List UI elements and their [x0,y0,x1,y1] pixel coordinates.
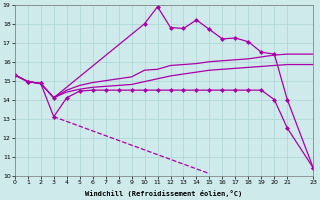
X-axis label: Windchill (Refroidissement éolien,°C): Windchill (Refroidissement éolien,°C) [85,190,243,197]
